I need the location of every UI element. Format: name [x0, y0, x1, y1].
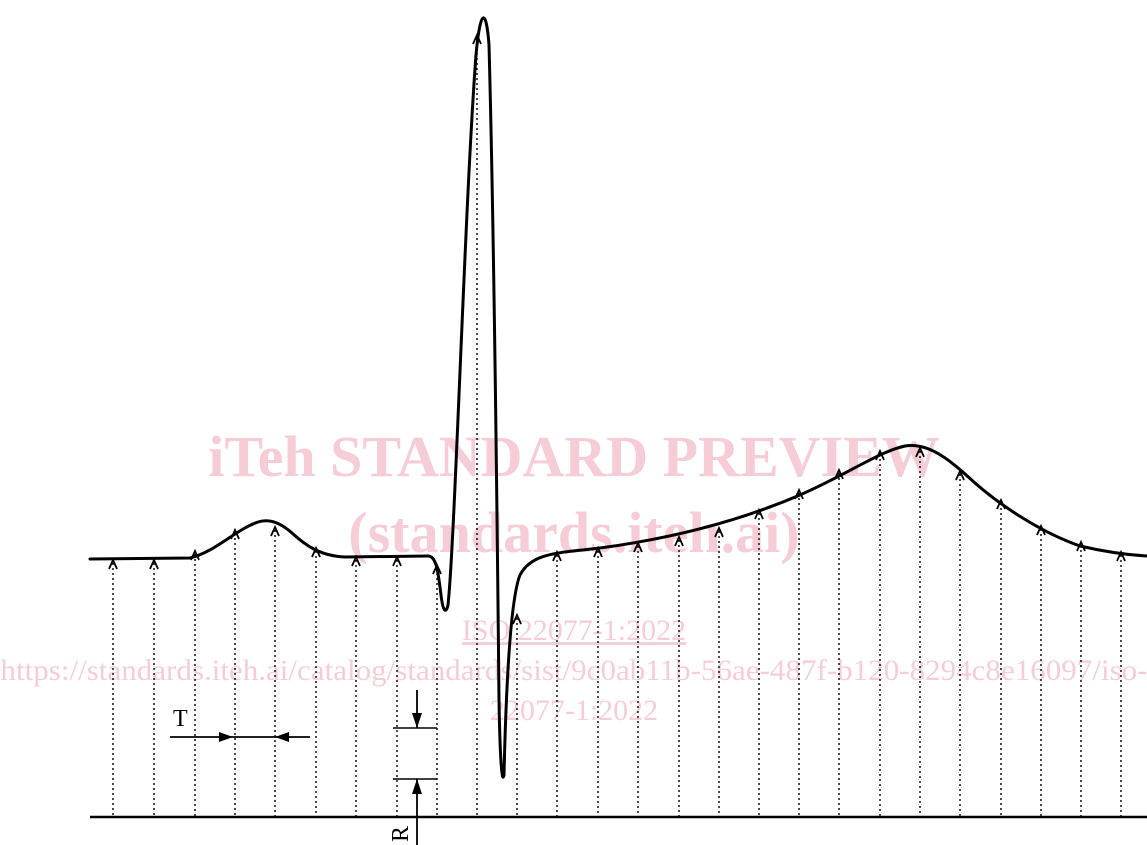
- t-arrow-right: [219, 732, 233, 742]
- r-resolution-dimension: R: [388, 690, 437, 845]
- sample-arrowhead: [270, 524, 280, 537]
- t-arrow-left: [275, 732, 289, 742]
- watermark-url: https://standards.iteh.ai/catalog/standa…: [1, 654, 1147, 687]
- t-interval-dimension: T: [170, 706, 310, 742]
- ecg-waveform: [88, 16, 1147, 779]
- watermark-title: iTeh STANDARD PREVIEW: [208, 424, 940, 489]
- r-label: R: [388, 826, 414, 842]
- watermark-standard: ISO 22077-1:2022: [462, 614, 686, 647]
- sample-arrowhead: [674, 534, 684, 547]
- watermark: iTeh STANDARD PREVIEW (standards.iteh.ai…: [1, 424, 1147, 727]
- sample-arrowhead: [149, 557, 159, 570]
- sample-arrowhead: [1036, 523, 1046, 536]
- t-label: T: [173, 706, 188, 732]
- sample-arrowhead: [714, 525, 724, 538]
- sample-arrowhead: [915, 445, 925, 458]
- sample-arrowhead: [512, 612, 522, 625]
- sample-arrowhead: [311, 545, 321, 558]
- sample-arrowhead: [1116, 549, 1126, 562]
- watermark-standard-2: 22077-1:2022: [490, 694, 658, 727]
- r-arrow-down: [412, 713, 422, 728]
- r-arrow-up: [412, 779, 422, 794]
- watermark-subtitle: (standards.iteh.ai): [348, 500, 799, 565]
